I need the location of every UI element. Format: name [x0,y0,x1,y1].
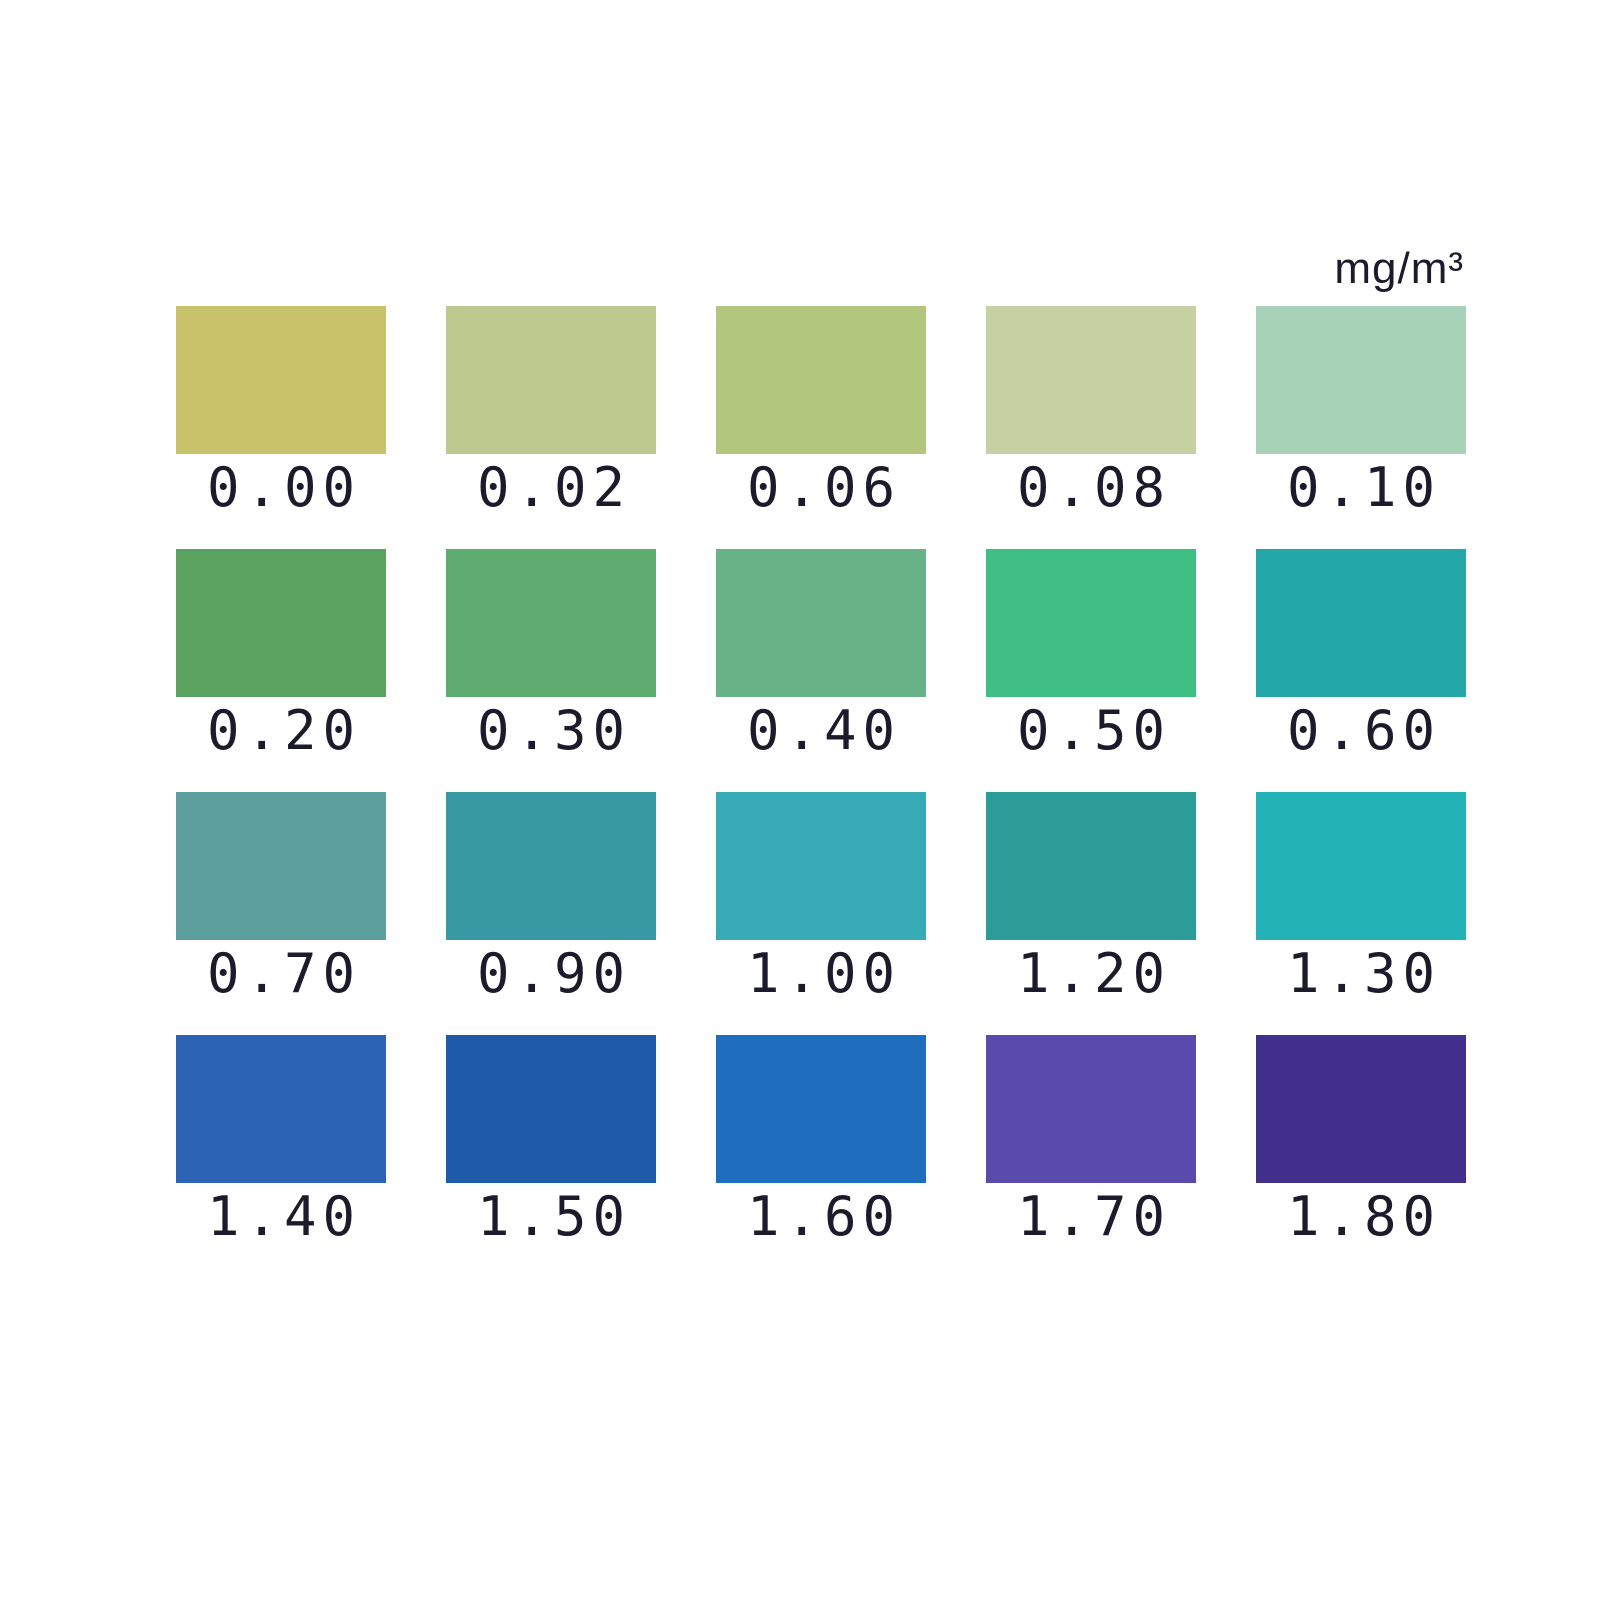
swatch-value-label: 0.50 [1016,699,1172,762]
swatch-cell: 0.08 [986,306,1196,516]
swatch-cell: 1.00 [716,792,926,1002]
swatch-value-label: 0.30 [476,699,632,762]
color-swatch [176,1035,386,1183]
color-swatch [1256,306,1466,454]
swatch-value-label: 1.70 [1016,1185,1172,1248]
color-swatch [716,792,926,940]
swatch-cell: 0.10 [1256,306,1466,516]
swatch-value-label: 0.08 [1016,456,1172,519]
swatch-grid: 0.00 0.02 0.06 0.08 0.10 0.20 0.30 0.4 [176,306,1466,1245]
swatch-value-label: 0.10 [1286,456,1442,519]
swatch-value-label: 1.30 [1286,942,1442,1005]
color-swatch [1256,1035,1466,1183]
swatch-cell: 0.60 [1256,549,1466,759]
color-swatch [716,1035,926,1183]
swatch-value-label: 0.00 [206,456,362,519]
color-swatch [986,1035,1196,1183]
swatch-cell: 1.70 [986,1035,1196,1245]
swatch-cell: 0.70 [176,792,386,1002]
swatch-cell: 0.20 [176,549,386,759]
swatch-value-label: 1.20 [1016,942,1172,1005]
swatch-cell: 1.60 [716,1035,926,1245]
color-swatch [716,306,926,454]
unit-label: mg/m³ [1334,244,1464,293]
color-swatch [176,549,386,697]
color-swatch [986,549,1196,697]
swatch-value-label: 0.40 [746,699,902,762]
swatch-cell: 1.20 [986,792,1196,1002]
color-reference-chart: mg/m³ 0.00 0.02 0.06 0.08 0.10 0.20 0. [176,240,1466,1245]
swatch-cell: 0.40 [716,549,926,759]
color-swatch [1256,549,1466,697]
swatch-value-label: 1.80 [1286,1185,1442,1248]
color-swatch [716,549,926,697]
swatch-cell: 1.30 [1256,792,1466,1002]
swatch-value-label: 0.70 [206,942,362,1005]
swatch-value-label: 0.20 [206,699,362,762]
color-swatch [986,792,1196,940]
color-swatch [446,549,656,697]
color-swatch [446,306,656,454]
swatch-value-label: 0.90 [476,942,632,1005]
color-swatch [986,306,1196,454]
color-swatch [446,792,656,940]
swatch-cell: 0.02 [446,306,656,516]
swatch-cell: 0.30 [446,549,656,759]
swatch-value-label: 1.00 [746,942,902,1005]
swatch-value-label: 1.40 [206,1185,362,1248]
swatch-cell: 0.00 [176,306,386,516]
swatch-value-label: 0.60 [1286,699,1442,762]
swatch-value-label: 0.02 [476,456,632,519]
swatch-value-label: 1.50 [476,1185,632,1248]
swatch-cell: 1.50 [446,1035,656,1245]
color-swatch [1256,792,1466,940]
color-swatch [446,1035,656,1183]
color-swatch [176,306,386,454]
swatch-value-label: 1.60 [746,1185,902,1248]
swatch-cell: 0.90 [446,792,656,1002]
swatch-cell: 0.50 [986,549,1196,759]
swatch-cell: 1.40 [176,1035,386,1245]
swatch-value-label: 0.06 [746,456,902,519]
color-swatch [176,792,386,940]
swatch-cell: 0.06 [716,306,926,516]
swatch-cell: 1.80 [1256,1035,1466,1245]
